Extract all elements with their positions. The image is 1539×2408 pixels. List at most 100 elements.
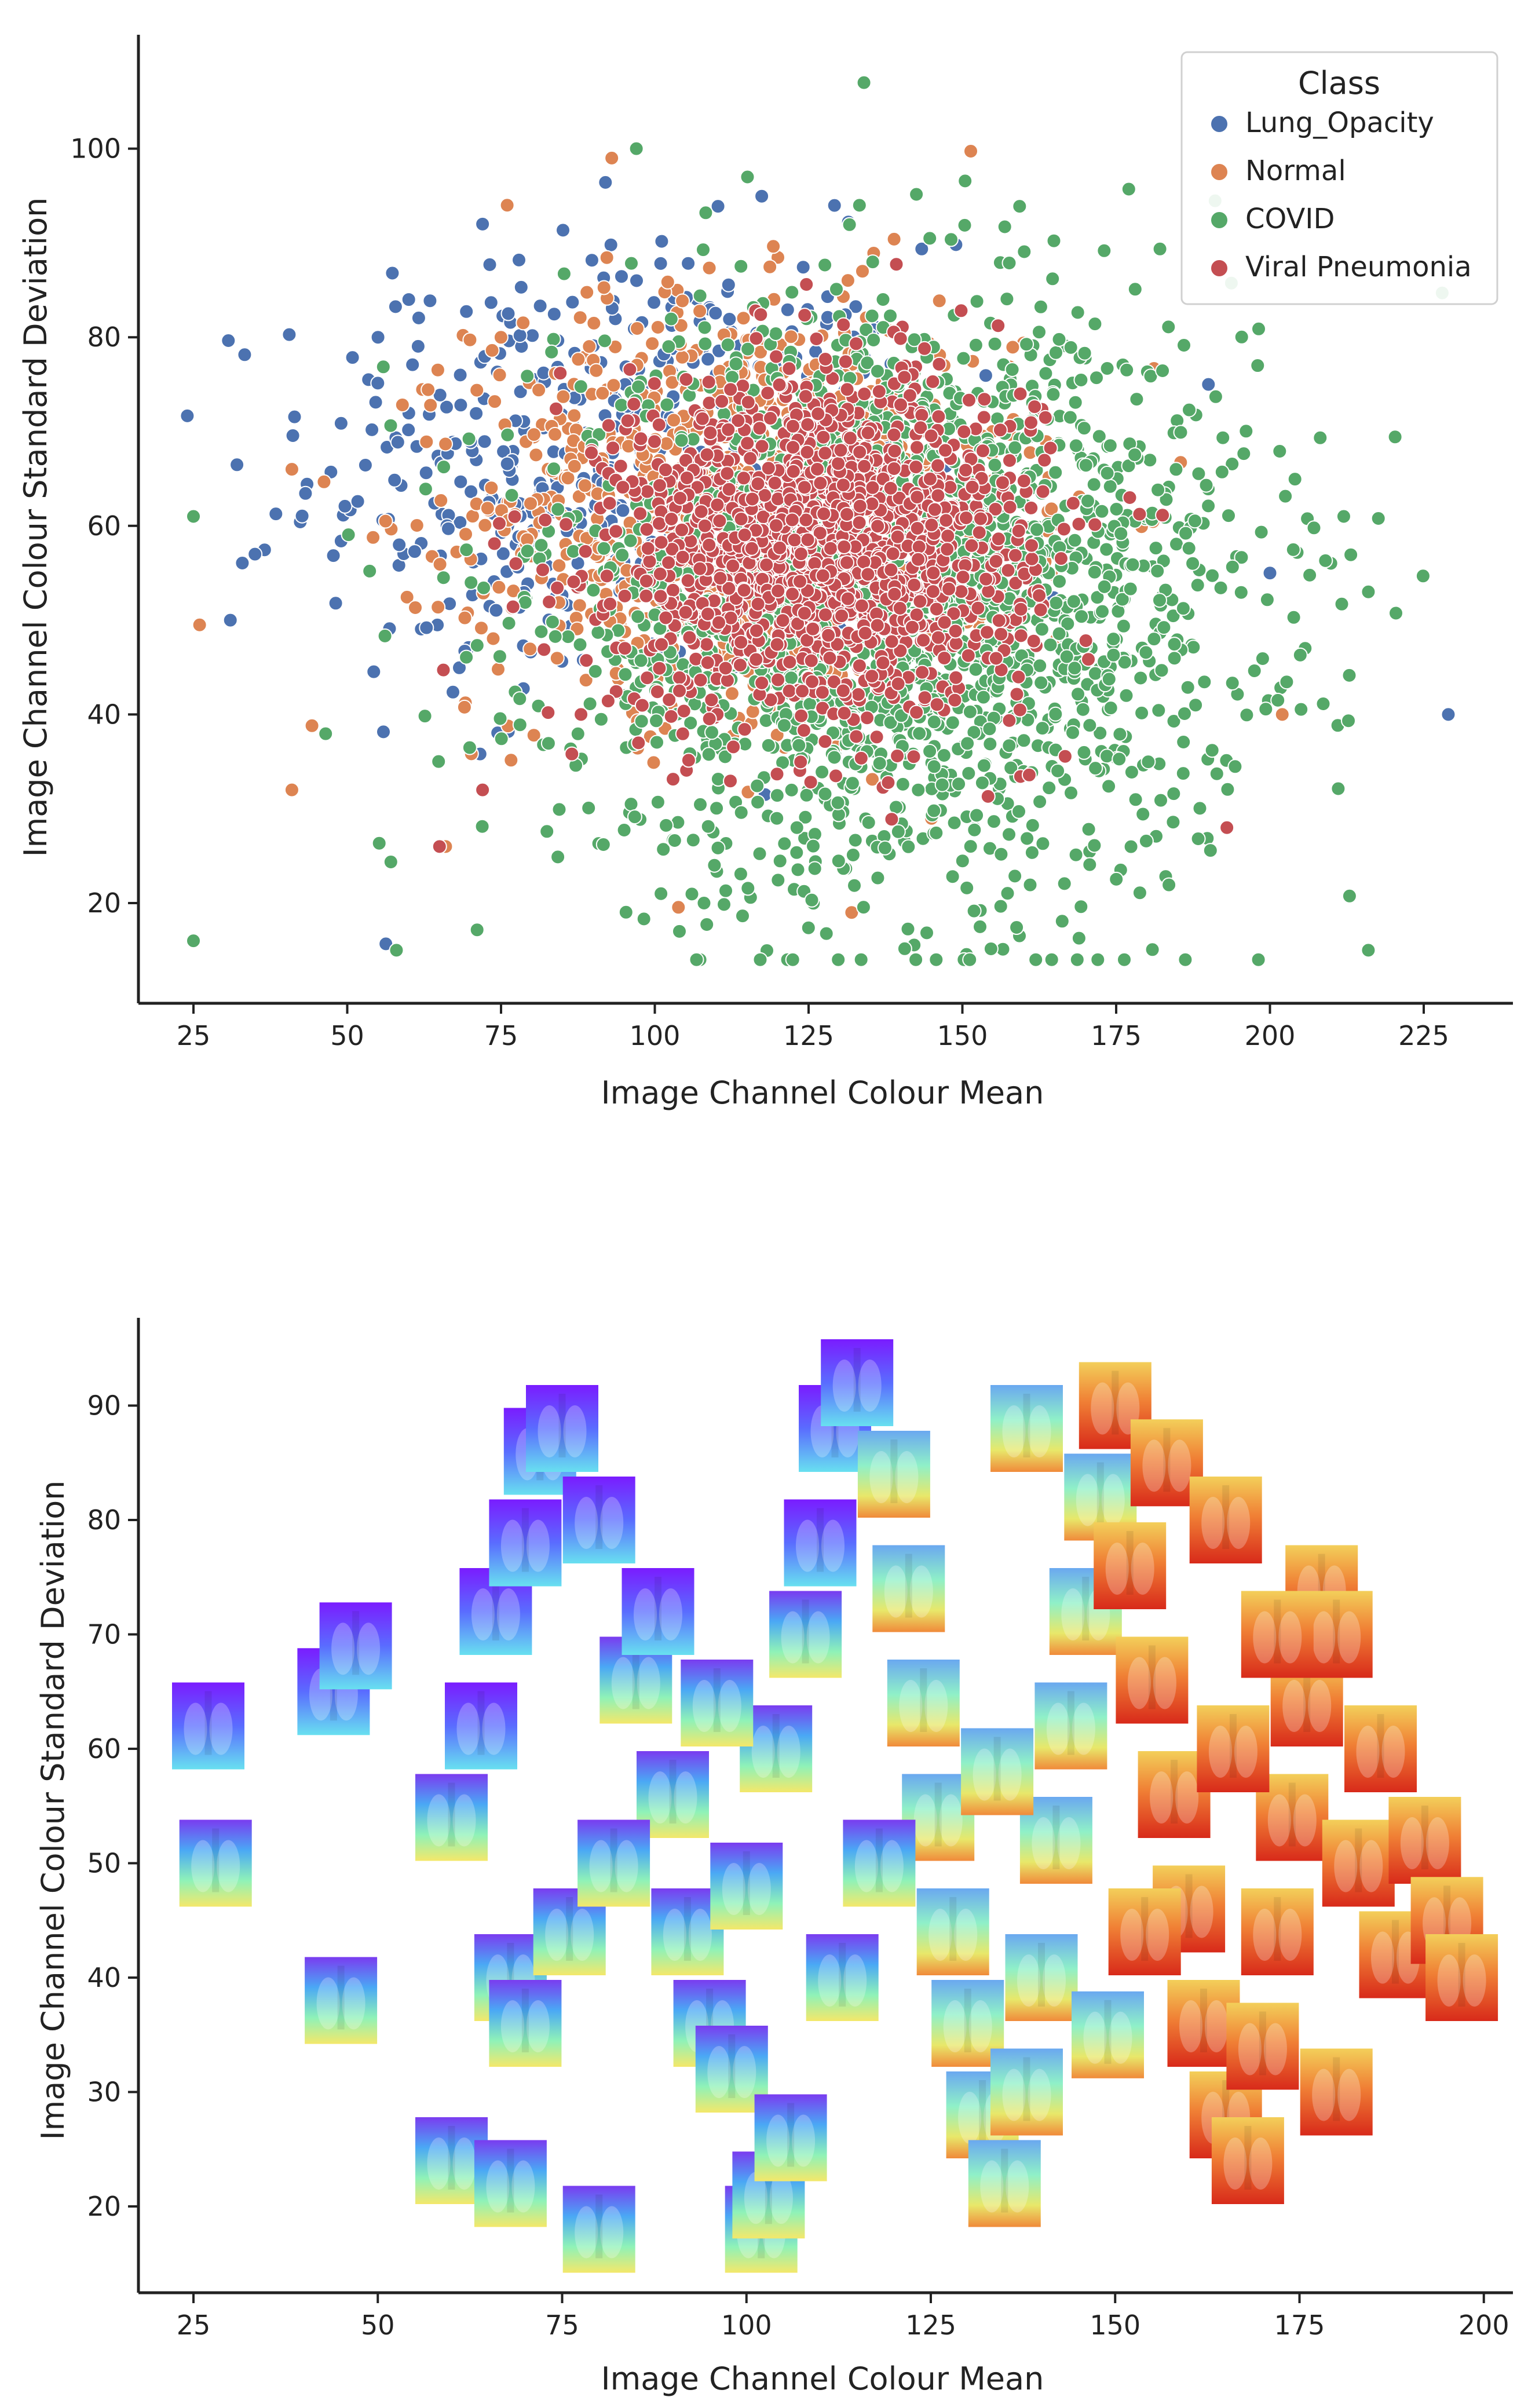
point (476, 580, 491, 595)
point (817, 786, 833, 802)
point (318, 726, 334, 741)
point (674, 522, 690, 538)
thumbnail (1241, 1888, 1314, 1975)
point (1028, 952, 1044, 967)
point (823, 540, 839, 556)
point (491, 662, 506, 677)
point (931, 293, 947, 309)
point (803, 653, 819, 668)
point (926, 565, 941, 581)
point (1032, 324, 1047, 340)
point (925, 584, 941, 600)
point (781, 683, 797, 699)
point (1034, 721, 1050, 736)
point (835, 683, 851, 699)
point (737, 527, 752, 543)
point (1220, 781, 1235, 797)
point (1032, 794, 1048, 809)
point (1025, 817, 1040, 833)
point (1123, 581, 1138, 597)
point (604, 150, 620, 166)
point (520, 368, 535, 384)
point (1034, 622, 1050, 637)
point (776, 718, 792, 733)
point (452, 660, 467, 675)
point (507, 509, 522, 524)
point (733, 258, 749, 274)
x-tick-label-2: 75 (545, 2310, 579, 2341)
point (853, 952, 869, 967)
point (940, 528, 956, 544)
point (912, 726, 927, 741)
point (628, 141, 644, 156)
point (714, 393, 730, 409)
point (1185, 556, 1201, 571)
point (701, 747, 717, 762)
point (608, 524, 624, 539)
point (405, 357, 421, 372)
point (684, 886, 700, 902)
point (1270, 692, 1286, 708)
point (535, 562, 550, 578)
point (221, 333, 236, 348)
point (938, 513, 954, 528)
point (710, 772, 726, 787)
point (229, 457, 245, 473)
point (722, 312, 737, 327)
point (682, 630, 697, 645)
point (744, 540, 759, 556)
point (653, 535, 669, 550)
point (986, 814, 1001, 830)
point (693, 673, 708, 688)
point (430, 362, 445, 378)
point (1032, 588, 1047, 604)
point (1019, 831, 1035, 846)
point (660, 274, 675, 290)
point (495, 546, 511, 561)
point (268, 506, 284, 522)
point (588, 363, 604, 378)
point (928, 952, 944, 967)
point (1013, 628, 1029, 644)
point (728, 356, 744, 372)
point (784, 782, 799, 798)
point (1071, 516, 1087, 532)
point (1080, 493, 1095, 509)
point (847, 878, 862, 893)
point (914, 241, 930, 257)
point (566, 408, 582, 423)
point (1076, 421, 1092, 436)
point (792, 573, 807, 589)
thumbnail (415, 1774, 488, 1861)
point (678, 372, 694, 387)
point (499, 456, 515, 472)
point (785, 463, 801, 479)
point (1007, 440, 1023, 455)
point (375, 359, 391, 375)
point (768, 518, 784, 534)
point (571, 352, 586, 367)
point (692, 561, 708, 576)
point (833, 443, 849, 458)
thumbnail (1108, 1888, 1181, 1975)
point (1051, 331, 1067, 347)
point (598, 174, 613, 190)
thumbnail (857, 1431, 930, 1518)
point (1002, 453, 1017, 468)
point (857, 458, 872, 474)
thumbnail (872, 1545, 945, 1632)
legend-marker-normal (1210, 163, 1229, 181)
point (849, 336, 864, 352)
point (618, 904, 634, 920)
thumbnail (1211, 2117, 1284, 2204)
point (658, 462, 673, 478)
point (725, 558, 741, 573)
point (752, 421, 767, 436)
point (1341, 667, 1357, 683)
point (392, 537, 407, 553)
point (671, 900, 686, 915)
point (1076, 744, 1092, 760)
point (748, 331, 764, 346)
point (987, 336, 1003, 352)
